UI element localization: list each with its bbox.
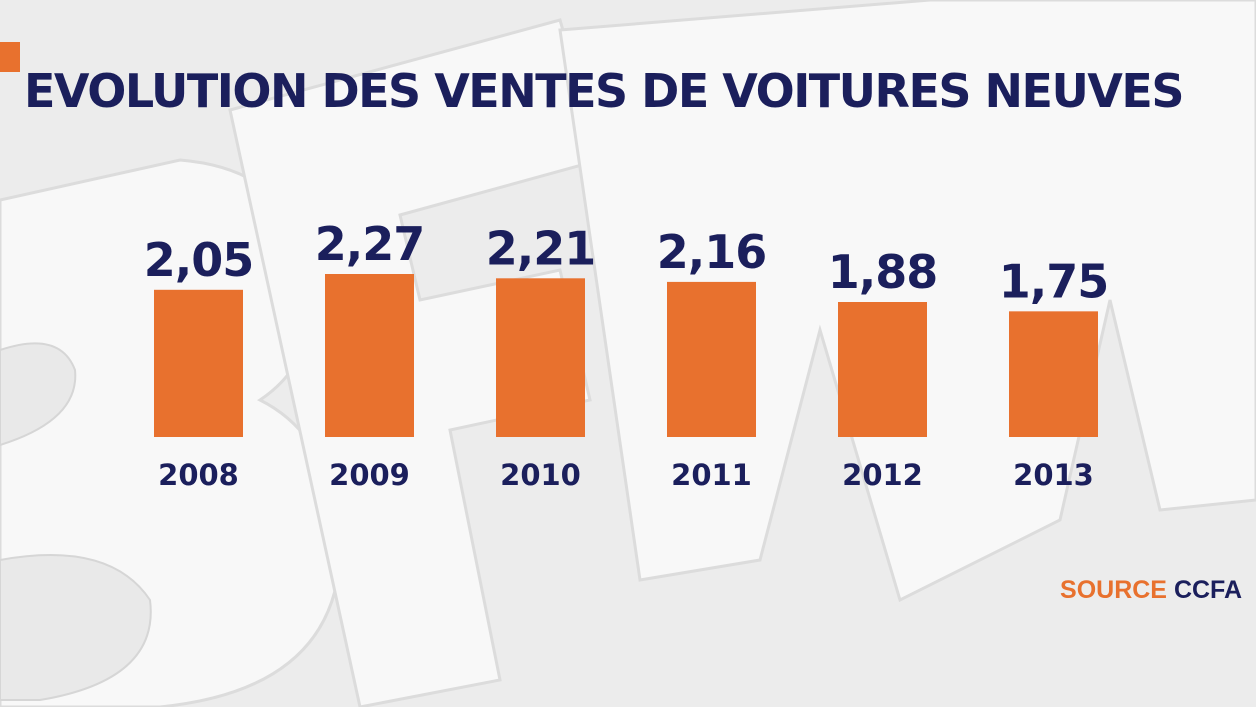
category-label-2008: 2008	[158, 458, 239, 492]
category-label-2010: 2010	[500, 458, 581, 492]
value-label-2012: 1,88	[828, 245, 938, 299]
bar-2013	[1009, 311, 1098, 437]
value-label-2009: 2,27	[315, 217, 425, 271]
bar-2008	[154, 289, 243, 437]
source-credit: SOURCE CCFA	[1060, 576, 1242, 605]
chart-title: EVOLUTION DES VENTES DE VOITURES NEUVES	[24, 64, 1184, 118]
value-label-2013: 1,75	[999, 254, 1109, 308]
category-label-2013: 2013	[1013, 458, 1094, 492]
bar-2010	[496, 278, 585, 437]
bar-2009	[325, 274, 414, 437]
source-name: CCFA	[1173, 576, 1242, 604]
value-label-2008: 2,05	[144, 233, 254, 287]
accent-mark	[0, 42, 20, 72]
source-label: SOURCE	[1060, 576, 1167, 604]
bar-2012	[838, 302, 927, 437]
category-label-2009: 2009	[329, 458, 410, 492]
value-label-2011: 2,16	[657, 225, 767, 279]
value-label-2010: 2,21	[486, 221, 596, 275]
bar-2011	[667, 281, 756, 437]
category-label-2012: 2012	[842, 458, 923, 492]
category-label-2011: 2011	[671, 458, 752, 492]
